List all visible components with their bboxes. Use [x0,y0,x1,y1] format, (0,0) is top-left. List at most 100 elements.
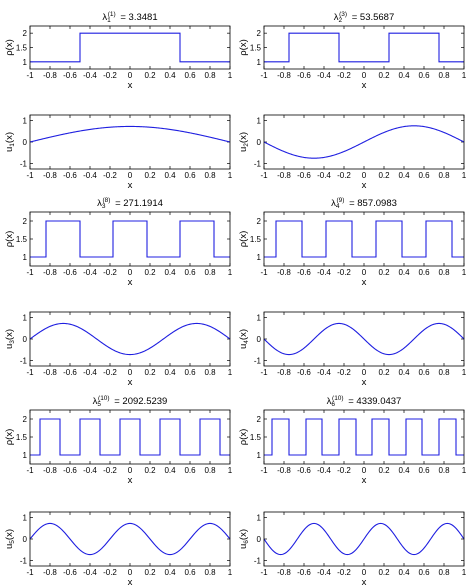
y-label-arg: (x) [4,429,15,440]
x-tick-label: -0.8 [277,368,291,377]
title-value: = 271.1914 [112,198,162,209]
x-tick-label: -0.4 [317,568,331,577]
y-axis-label: u3(x) [4,329,16,349]
y-label-main: u [238,344,249,349]
y-axis-label: ρ(x) [238,429,249,445]
y-tick-label: 1 [257,58,262,67]
x-tick-label: -0.2 [103,71,117,80]
y-tick-label: 2 [257,415,262,424]
x-tick-label: -0.8 [277,71,291,80]
x-tick-label: 0.2 [378,368,390,377]
x-tick-label: -0.8 [43,268,57,277]
x-tick-label: -0.4 [317,171,331,180]
x-tick-label: 0.2 [144,368,156,377]
y-label-arg: (x) [238,231,249,242]
x-tick-label: -0.8 [277,568,291,577]
x-tick-label: 0.8 [438,268,450,277]
x-tick-label: 0 [362,466,367,475]
title-subscript: 5 [97,401,101,408]
y-tick-label: 2 [23,217,28,226]
y-tick-label: 0 [23,138,28,147]
x-tick-label: 0 [128,368,133,377]
y-tick-label: 0 [257,535,262,544]
x-tick-label: 0.2 [378,268,390,277]
x-tick-label: 0.6 [184,71,196,80]
y-tick-label: 2 [23,415,28,424]
x-tick-label: -1 [260,171,268,180]
panel-1-title: λ1(1) = 3.3481 [102,11,157,24]
series-line [263,522,465,556]
panel-11: -1 -0.8 -0.6 -0.4 -0.2 0 0.2 0.4 0.6 0.8 1 -1 0 1 x u5(… [4,511,233,588]
y-tick-label: 1.5 [250,235,262,244]
x-tick-label: -0.2 [337,71,351,80]
title-subscript: 2 [339,17,343,24]
title-superscript: (3) [339,11,347,18]
y-label-arg: (x) [4,231,15,242]
plot-frame [29,114,231,170]
x-tick-label: -0.4 [83,71,97,80]
title-subscript: 1 [107,17,111,24]
y-label-arg: (x) [4,329,15,340]
x-tick-label: -0.6 [63,171,77,180]
panel-3: -1 -0.8 -0.6 -0.4 -0.2 0 0.2 0.4 0.6 0.8 1-101xu1(… [4,114,233,191]
panel-5-title: λ3(8) = 271.1914 [97,197,163,210]
x-tick-label: -0.2 [337,466,351,475]
panel-2: λ2(3) = 53.5687-1 -0.8 -0.6 -0.4 -0.2 0 0.2 0.4… [238,11,467,91]
x-tick-label: 1 [228,466,233,475]
y-tick-label: 1 [23,253,28,262]
y-label-arg: (x) [238,429,249,440]
y-axis-label: ρ(x) [4,231,15,247]
y-label-subscript: 3 [9,340,16,344]
x-tick-label: 0.6 [418,368,430,377]
x-tick-label: 0 [362,268,367,277]
x-tick-label: -0.6 [297,368,311,377]
title-lambda: λ [93,396,98,407]
x-tick-label: -0.2 [337,568,351,577]
title-lambda: λ [102,12,107,23]
x-tick-label: 0.4 [398,268,410,277]
x-tick-label: -0.6 [63,268,77,277]
x-tick-label: -1 [26,268,34,277]
x-tick-label: 0.8 [438,71,450,80]
x-tick-label: 1 [228,171,233,180]
panel-4: -1 -0.8 -0.6 -0.4 -0.2 0 0.2 0.4 0.6 0.8 1 -1 0 1 x u2(… [238,114,467,191]
x-tick-label: 0.2 [378,71,390,80]
x-tick-label: -0.4 [317,466,331,475]
x-tick-label: 0.8 [204,71,216,80]
y-label-subscript: 1 [9,143,16,147]
x-tick-label: 0 [362,71,367,80]
y-label-main: u [238,544,249,549]
y-tick-label: 1.5 [16,433,28,442]
x-tick-label: 1 [462,171,467,180]
x-tick-label: 0.2 [144,71,156,80]
series-line [29,125,231,143]
x-axis-label: x [128,475,133,486]
panel-7: -1 -0.8 -0.6 -0.4 -0.2 0 0.2 0.4 0.6 0.8 1 -1 0 1 x u3(… [4,311,233,388]
x-tick-label: -0.2 [103,466,117,475]
x-tick-label: -0.4 [83,171,97,180]
x-tick-label: -0.8 [43,71,57,80]
series-line [263,125,465,159]
series-line [30,418,230,456]
plot-frame [263,211,465,267]
series-line [264,32,464,63]
x-tick-label: 1 [462,268,467,277]
panel-2-title: λ2(3) = 53.5687 [334,11,395,24]
y-axis-label: u6(x) [238,529,250,549]
x-tick-label: 0.8 [438,466,450,475]
y-tick-label: -1 [254,557,262,566]
y-tick-label: 1 [23,116,28,125]
x-tick-label: -1 [260,466,268,475]
y-tick-label: 1 [23,58,28,67]
x-tick-label: 0 [362,368,367,377]
y-tick-label: 0 [257,138,262,147]
y-tick-label: -1 [254,357,262,366]
title-lambda: λ [97,198,102,209]
x-tick-label: -0.8 [43,466,57,475]
panel-9-title: λ5(10) = 2092.5239 [93,395,168,408]
x-axis-label: x [128,277,133,288]
y-tick-label: 0 [23,535,28,544]
y-label-arg: (x) [238,529,249,540]
panel-10-title: λ6(10) = 4339.0437 [327,395,402,408]
x-axis-label: x [362,277,367,288]
